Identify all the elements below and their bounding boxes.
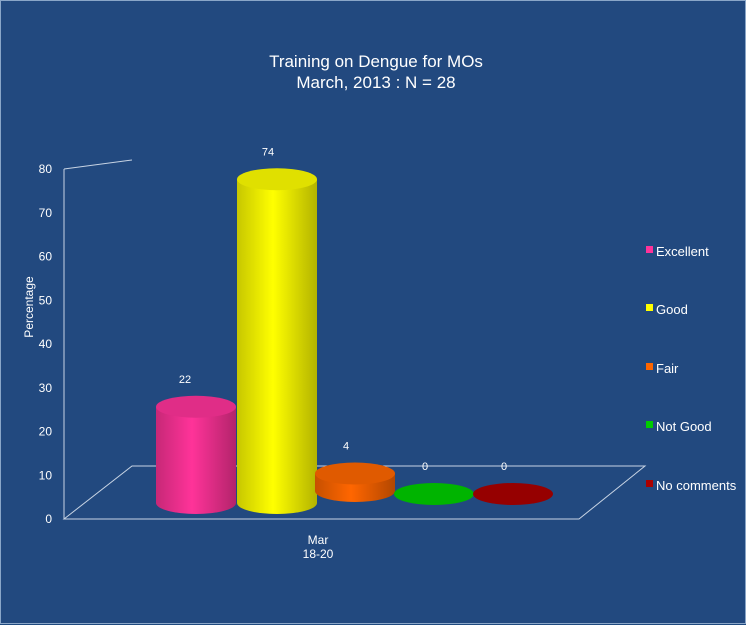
bar-fair (315, 462, 395, 502)
legend-item: Fair (646, 361, 679, 376)
bar-no-comments (473, 483, 553, 505)
floor-plane (62, 465, 647, 520)
legend-swatch (646, 363, 653, 370)
y-tick-label: 40 (39, 337, 53, 351)
legend-item: Excellent (646, 244, 709, 259)
data-label: 0 (422, 461, 428, 473)
legend-label: Excellent (656, 244, 709, 259)
data-label: 22 (179, 374, 191, 386)
bar-good (237, 168, 317, 514)
legend-label: Not Good (656, 419, 712, 434)
y-tick-labels: 0 10 20 30 40 50 60 70 80 (39, 162, 53, 526)
y-tick-label: 20 (39, 425, 53, 439)
y-tick-label: 80 (39, 162, 53, 176)
bar-top (237, 168, 317, 191)
bar-body (237, 179, 317, 514)
axes (62, 159, 647, 520)
bar-top (156, 395, 236, 418)
y-tick-label: 60 (39, 250, 53, 264)
legend-label: No comments (656, 478, 737, 493)
back-wall-top-edge (63, 159, 133, 170)
chart-title-line-1: Training on Dengue for MOs (269, 52, 483, 71)
bar-top (315, 462, 395, 485)
legend-label: Good (656, 302, 688, 317)
bars (156, 168, 553, 514)
legend-item: No comments (646, 478, 737, 493)
y-tick-label: 30 (39, 381, 53, 395)
bar-top (394, 483, 474, 505)
bar-excellent (156, 395, 236, 514)
y-axis-label: Percentage (22, 276, 36, 338)
data-labels: 22 74 4 0 0 (179, 146, 507, 473)
y-tick-label: 10 (39, 468, 53, 482)
legend: Excellent Good Fair Not Good No comments (646, 244, 737, 493)
data-label: 0 (501, 461, 507, 473)
legend-swatch (646, 480, 653, 487)
y-tick-label: 70 (39, 206, 53, 220)
legend-swatch (646, 421, 653, 428)
legend-swatch (646, 246, 653, 253)
y-tick-label: 0 (45, 512, 52, 526)
category-label-line-1: Mar (308, 533, 329, 547)
category-label-line-2: 18-20 (303, 547, 334, 561)
legend-swatch (646, 304, 653, 311)
bar-body (156, 406, 236, 514)
bar-top (473, 483, 553, 505)
chart-title: Training on Dengue for MOs March, 2013 :… (269, 52, 483, 92)
data-label: 4 (343, 441, 349, 453)
data-label: 74 (262, 146, 274, 158)
legend-label: Fair (656, 361, 679, 376)
legend-item: Good (646, 302, 688, 317)
legend-item: Not Good (646, 419, 712, 434)
chart-title-line-2: March, 2013 : N = 28 (296, 73, 455, 92)
x-category-label: Mar 18-20 (303, 533, 334, 561)
y-tick-label: 50 (39, 293, 53, 307)
bar-not-good (394, 483, 474, 505)
